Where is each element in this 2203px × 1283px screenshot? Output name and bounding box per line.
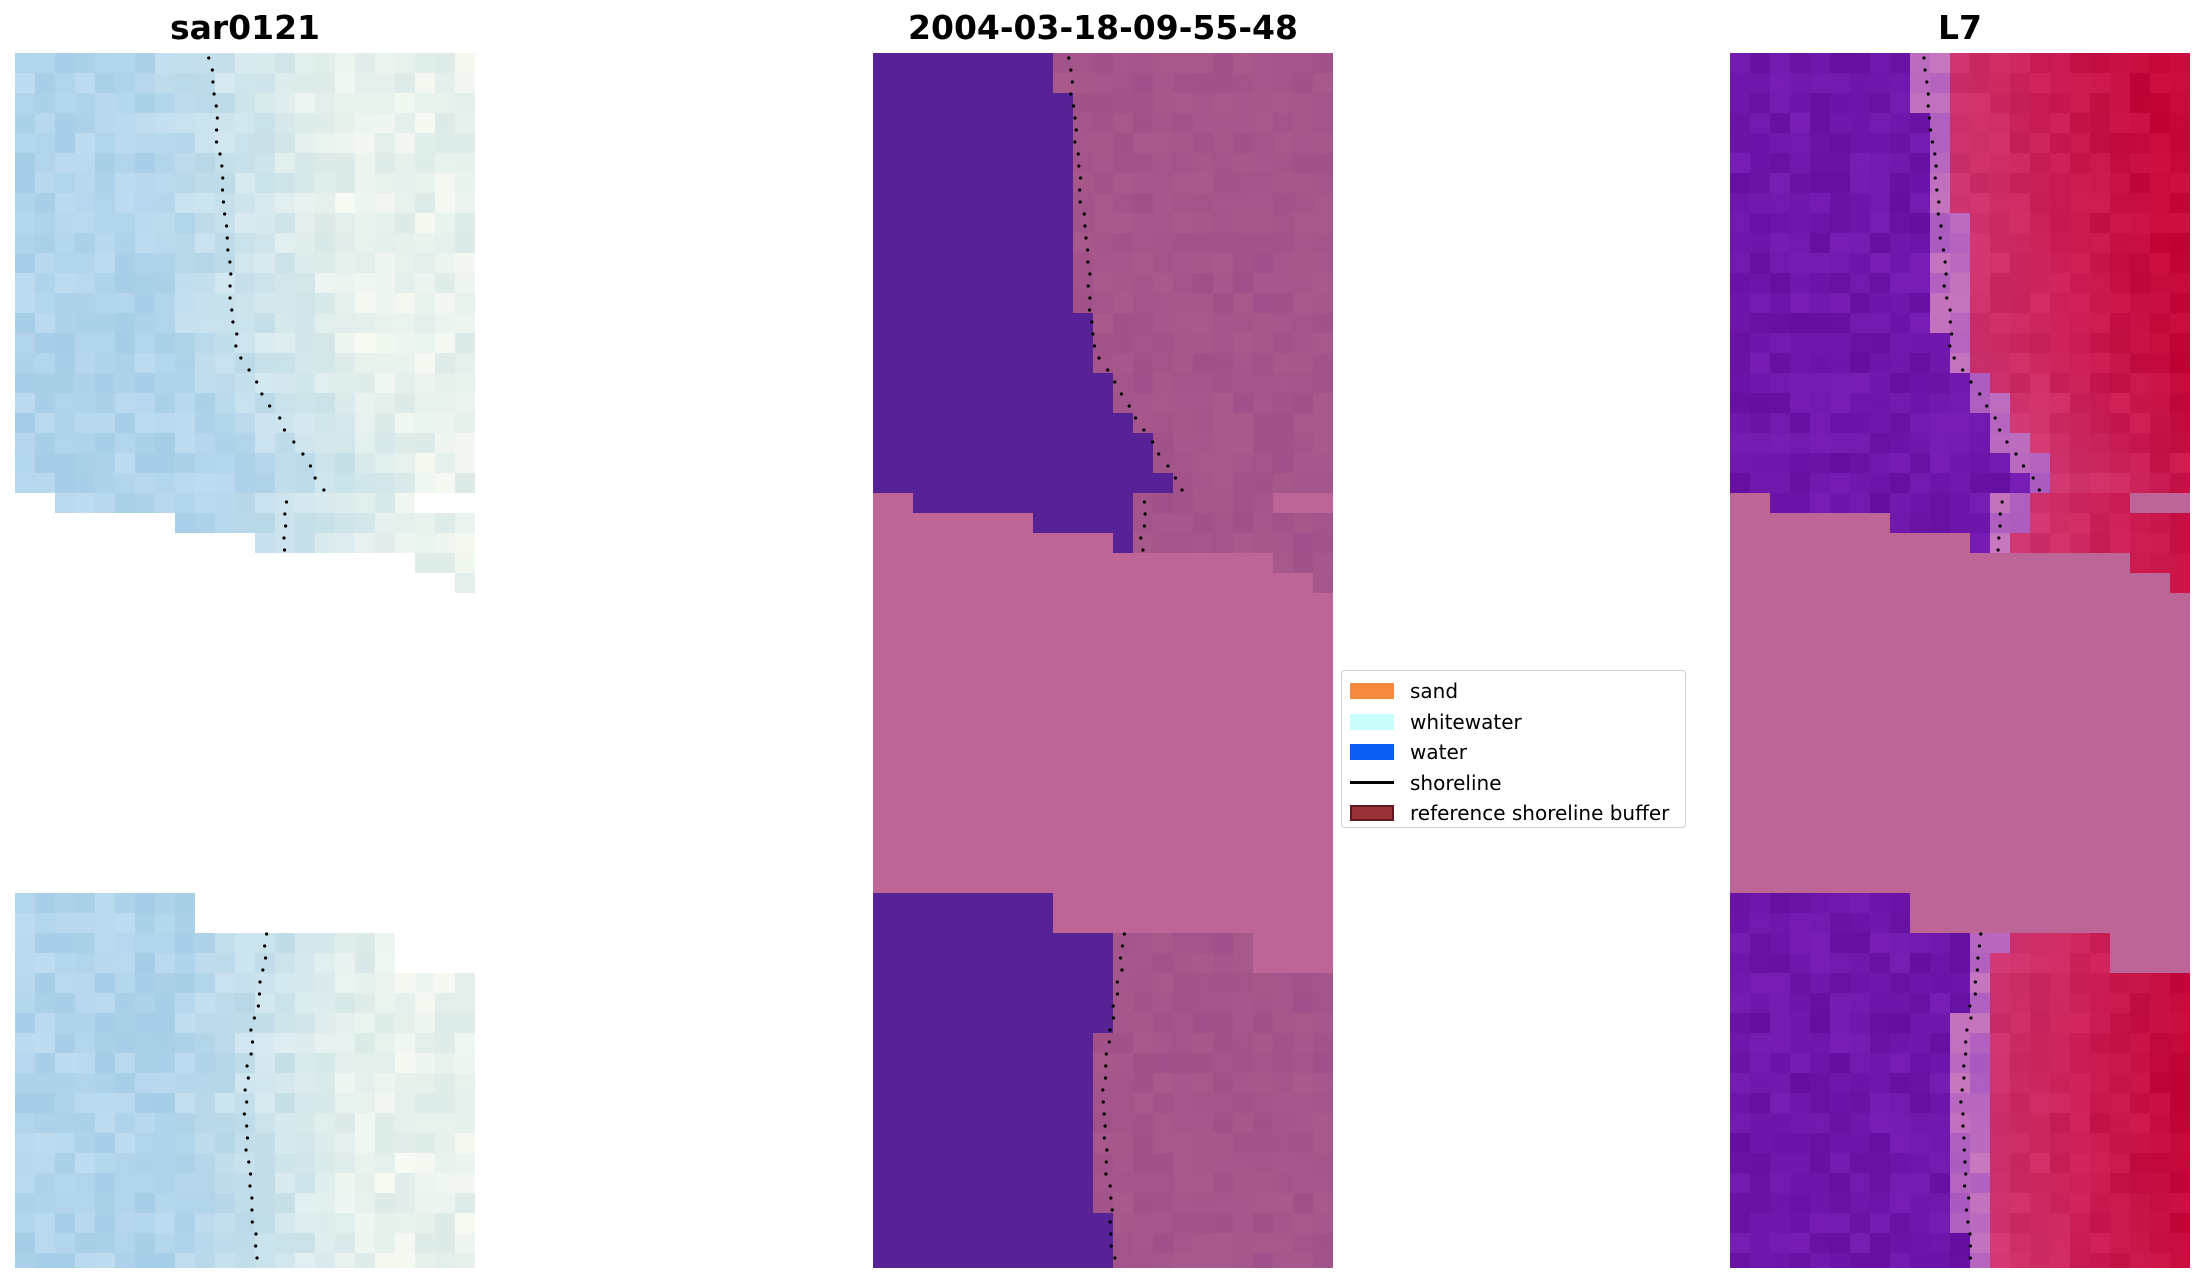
legend-swatch-reference-buffer: [1350, 805, 1394, 822]
legend-swatch-shoreline: [1350, 781, 1394, 785]
legend-item-shoreline: shoreline: [1350, 768, 1677, 799]
legend-swatch-sand: [1350, 683, 1394, 700]
legend-label-shoreline: shoreline: [1410, 770, 1502, 795]
mndwi-image: [1730, 53, 2190, 1268]
rgb-image: [15, 53, 475, 1268]
rgb-image-panel: [15, 53, 475, 1268]
legend-item-whitewater: whitewater: [1350, 707, 1677, 738]
legend-item-sand: sand: [1350, 676, 1677, 707]
legend-label-whitewater: whitewater: [1410, 709, 1522, 734]
legend-swatch-whitewater: [1350, 713, 1394, 730]
legend-swatch-water: [1350, 744, 1394, 761]
legend-label-sand: sand: [1410, 679, 1459, 704]
legend-item-reference-buffer: reference shoreline buffer: [1350, 798, 1677, 829]
legend-label-reference-buffer: reference shoreline buffer: [1410, 801, 1670, 826]
panel-title-mndwi: L7: [1938, 8, 1982, 47]
panel-title-classified: 2004-03-18-09-55-48: [908, 8, 1298, 47]
legend-item-water: water: [1350, 737, 1677, 768]
classified-image-panel: [873, 53, 1333, 1268]
classified-image: [873, 53, 1333, 1268]
mndwi-image-panel: [1730, 53, 2190, 1268]
panel-title-rgb: sar0121: [169, 8, 321, 47]
legend-label-water: water: [1410, 740, 1467, 765]
legend: sand whitewater water shoreline referenc…: [1341, 670, 1686, 828]
